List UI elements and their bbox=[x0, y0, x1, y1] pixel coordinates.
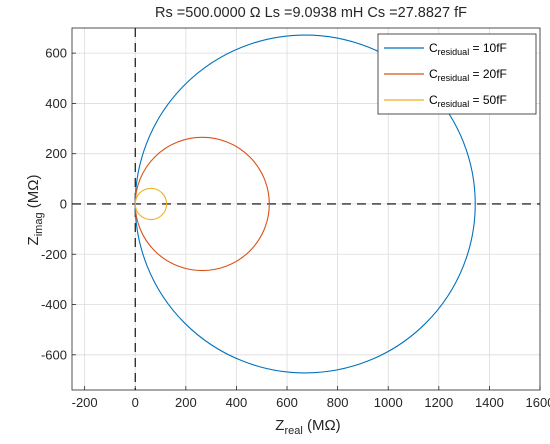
y-tick-labels: -600 -400 -200 0 200 400 600 bbox=[41, 46, 67, 363]
x-tick-labels: -200 0 200 400 600 800 1000 1200 1400 1600 bbox=[72, 395, 550, 410]
x-tick-label: 600 bbox=[276, 395, 298, 410]
chart-title: Rs =500.0000 Ω Ls =9.0938 mH Cs =27.8827… bbox=[155, 5, 467, 21]
y-axis-label-unit: (MΩ) bbox=[25, 175, 42, 213]
x-tick-label: 1000 bbox=[374, 395, 403, 410]
y-tick-label: 400 bbox=[45, 96, 67, 111]
plot-frame bbox=[71, 27, 541, 391]
legend-label-10ff: Cresidual = 10fF bbox=[429, 41, 507, 57]
x-axis-label-unit: (MΩ) bbox=[303, 417, 341, 434]
x-tick-label: 800 bbox=[327, 395, 349, 410]
series-curve-50ff bbox=[134, 187, 168, 221]
x-axis-label-sub: real bbox=[284, 425, 302, 437]
legend-label-50ff: Cresidual = 50fF bbox=[429, 93, 507, 109]
x-tick-label: -200 bbox=[72, 395, 98, 410]
x-tick-label: 1400 bbox=[475, 395, 504, 410]
x-tick-label: 0 bbox=[132, 395, 139, 410]
y-axis-label-sub: imag bbox=[33, 212, 45, 236]
x-axis-label-main: Z bbox=[275, 417, 284, 434]
y-tick-label: -600 bbox=[41, 347, 67, 362]
x-tick-label: 1600 bbox=[526, 395, 550, 410]
x-tick-label: 400 bbox=[226, 395, 248, 410]
x-tick-label: 200 bbox=[175, 395, 197, 410]
y-axis-label: Zimag (MΩ) bbox=[25, 175, 45, 246]
y-tick-label: 200 bbox=[45, 146, 67, 161]
series-group bbox=[134, 34, 476, 374]
legend-label-20ff: Cresidual = 20fF bbox=[429, 67, 507, 83]
y-tick-label: -200 bbox=[41, 247, 67, 262]
x-tick-label: 1200 bbox=[424, 395, 453, 410]
legend: Cresidual = 10fF Cresidual = 20fF Cresid… bbox=[377, 33, 537, 115]
y-tick-label: -400 bbox=[41, 297, 67, 312]
y-axis-label-main: Z bbox=[25, 236, 42, 245]
x-axis-label: Zreal (MΩ) bbox=[275, 417, 340, 437]
y-tick-label: 0 bbox=[60, 196, 67, 211]
y-tick-label: 600 bbox=[45, 46, 67, 61]
